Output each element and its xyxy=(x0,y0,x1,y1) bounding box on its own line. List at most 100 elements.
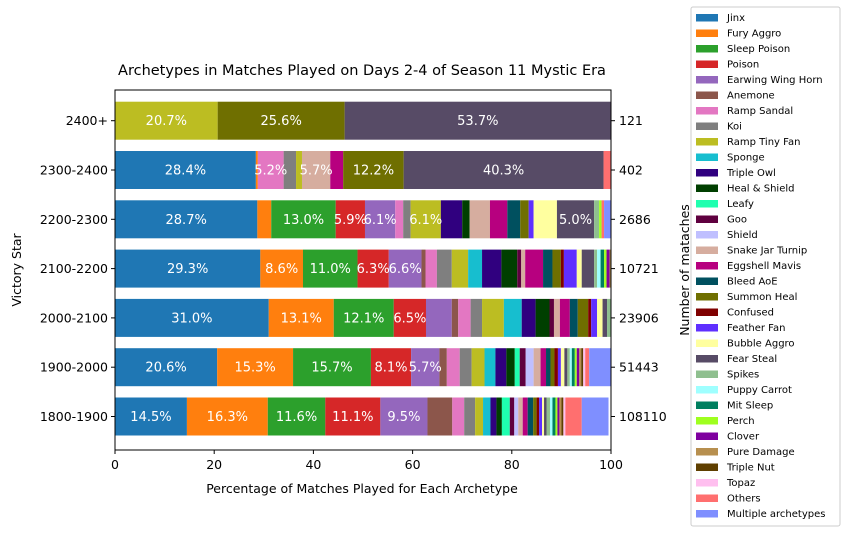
bar-segment-ramp-sandal-1900-2000 xyxy=(446,348,460,387)
bar-segment-jinx-2200-2300 xyxy=(115,200,258,239)
bar-segment-anemone-1900-2000 xyxy=(439,348,447,387)
bar-value-label: 5.0% xyxy=(559,213,592,228)
bar-segment-fear-steal-1800-1900 xyxy=(544,397,547,436)
bar-value-label: 13.1% xyxy=(281,311,322,326)
bar-segment-triple-owl-2000-2100 xyxy=(521,298,536,337)
legend-swatch-anemone xyxy=(696,91,718,99)
bar-segment-summon-heal-2100-2200 xyxy=(552,249,561,288)
y-tick-label: 2200-2300 xyxy=(40,212,108,227)
bar-value-label: 29.3% xyxy=(167,262,208,277)
bar-segment-summon-heal-2000-2100 xyxy=(577,298,589,337)
legend-label: Anemone xyxy=(727,91,775,102)
bar-segment-bleed-aoe-2200-2300 xyxy=(507,200,521,239)
bar-segment-anemone-2000-2100 xyxy=(451,298,459,337)
bar-segment-perch-2100-2200 xyxy=(604,249,607,288)
bar-segment-fury-aggro-2100-2200 xyxy=(260,249,303,288)
bar-segment-spikes-1900-2000 xyxy=(567,348,570,387)
bar-segment-poison-1800-1900 xyxy=(325,397,381,436)
bar-value-label: 6.6% xyxy=(389,262,422,277)
legend-swatch-spikes xyxy=(696,370,718,378)
right-tick-label: 2686 xyxy=(619,212,651,227)
bar-value-label: 5.7% xyxy=(409,361,442,376)
right-tick-label: 23906 xyxy=(619,310,659,325)
right-tick-label: 10721 xyxy=(619,261,659,276)
legend-swatch-others xyxy=(696,494,718,502)
bar-segment-heal-shield-2100-2200 xyxy=(501,249,518,288)
y-tick-label: 2100-2200 xyxy=(40,261,108,276)
bar-segment-fear-steal-1900-2000 xyxy=(564,348,568,387)
bar-segment-triple-nut-1900-2000 xyxy=(581,348,584,387)
bar-segment-leafy-1800-1900 xyxy=(501,397,510,436)
legend-swatch-ramp-tiny-fan xyxy=(696,138,718,146)
bar-value-label: 28.4% xyxy=(165,164,206,179)
bar-value-label: 20.6% xyxy=(145,361,186,376)
bar-segment-puppy-carrot-1900-2000 xyxy=(569,348,572,387)
bar-segment-shield-1900-2000 xyxy=(525,348,534,387)
bar-segment-spikes-1800-1900 xyxy=(546,397,550,436)
bar-segment-ramp-sandal-2300-2400 xyxy=(257,151,284,189)
bar-segment-snake-jar-turnip-2300-2400 xyxy=(301,151,331,189)
right-tick-label: 108110 xyxy=(619,409,667,424)
legend-swatch-clover xyxy=(696,432,718,440)
bar-segment-shield-1800-1900 xyxy=(514,397,519,436)
bar-segment-feather-fan-1900-2000 xyxy=(557,348,561,387)
bar-value-label: 5.7% xyxy=(300,164,333,179)
legend-swatch-ramp-sandal xyxy=(696,107,718,115)
bar-segment-feather-fan-2200-2300 xyxy=(528,200,534,239)
bar-segment-others-2200-2300 xyxy=(601,200,605,239)
bar-segment-others-1800-1900 xyxy=(565,397,582,436)
bar-segment-perch-1900-2000 xyxy=(574,348,577,387)
bar-segment-ramp-sandal-2200-2300 xyxy=(395,200,404,239)
x-tick-label: 100 xyxy=(599,457,623,472)
bar-segment-ramp-tiny-fan-2300-2400 xyxy=(296,151,302,189)
bar-segment-sponge-1800-1900 xyxy=(483,397,491,436)
plot-frame xyxy=(114,89,612,451)
legend-swatch-perch xyxy=(696,417,718,425)
legend-label: Eggshell Mavis xyxy=(727,261,801,272)
bar-segment-bubble-aggro-2100-2200 xyxy=(576,249,582,288)
legend-label: Confused xyxy=(727,308,774,319)
legend-label: Sponge xyxy=(727,153,765,164)
legend-label: Triple Owl xyxy=(726,168,776,179)
bar-segment-spikes-2000-2100 xyxy=(607,298,611,337)
bar-segment-bubble-aggro-2000-2100 xyxy=(597,298,603,337)
legend-label: Ramp Tiny Fan xyxy=(727,137,800,148)
legend-label: Triple Nut xyxy=(726,463,775,474)
bar-segment-bleed-aoe-2000-2100 xyxy=(569,298,578,337)
bar-segment-ramp-sandal-1800-1900 xyxy=(452,397,465,436)
bar-value-label: 11.6% xyxy=(276,410,317,425)
right-tick-label: 402 xyxy=(619,163,643,178)
legend-label: Fear Steal xyxy=(727,354,777,365)
bar-segment-clover-2100-2200 xyxy=(606,249,610,288)
right-tick-label: 121 xyxy=(619,113,643,128)
bar-segment-koi-1900-2000 xyxy=(459,348,472,387)
bar-segment-others-1900-2000 xyxy=(585,348,590,387)
bar-segment-koi-2000-2100 xyxy=(470,298,483,337)
x-tick-label: 20 xyxy=(206,457,222,472)
bar-segment-sponge-2100-2200 xyxy=(468,249,483,288)
bar-segment-fear-steal-2100-2200 xyxy=(581,249,595,288)
bar-segment-confused-1800-1900 xyxy=(536,397,540,436)
legend: Jinx Fury Aggro Sleep Poison Poison Earwing … xyxy=(690,6,841,527)
bar-segment-heal-shield-2000-2100 xyxy=(535,298,550,337)
bar-segment-bubble-aggro-1800-1900 xyxy=(542,397,545,436)
bar-segment-eggshell-mavis-2100-2200 xyxy=(525,249,544,288)
bar-segment-jinx-2100-2200 xyxy=(115,249,261,288)
bar-segment-summon-heal-1900-2000 xyxy=(550,348,555,387)
bar-segment-feather-fan-1800-1900 xyxy=(539,397,543,436)
bar-segment-sponge-2000-2100 xyxy=(503,298,522,337)
legend-label: Ramp Sandal xyxy=(727,106,793,117)
bar-segment-spikes-2100-2200 xyxy=(594,249,598,288)
bar-segment-anemone-2100-2200 xyxy=(421,249,426,288)
bar-segment-triple-owl-1800-1900 xyxy=(490,397,497,436)
bar-segment-bubble-aggro-1900-2000 xyxy=(560,348,565,387)
bar-segment-bleed-aoe-1800-1900 xyxy=(527,397,534,436)
bar-segment-snake-jar-turnip-2100-2200 xyxy=(521,249,526,288)
bar-segment-fear-steal-2300-2400 xyxy=(403,151,604,189)
bar-segment-goo-2100-2200 xyxy=(517,249,522,288)
bar-segment-snake-jar-turnip-2000-2100 xyxy=(553,298,560,337)
bar-segment-sleep-poison-2200-2300 xyxy=(271,200,336,239)
bar-value-label: 28.7% xyxy=(166,213,207,228)
bar-segment-koi-1800-1900 xyxy=(464,397,476,436)
legend-swatch-mit-sleep xyxy=(696,401,718,409)
